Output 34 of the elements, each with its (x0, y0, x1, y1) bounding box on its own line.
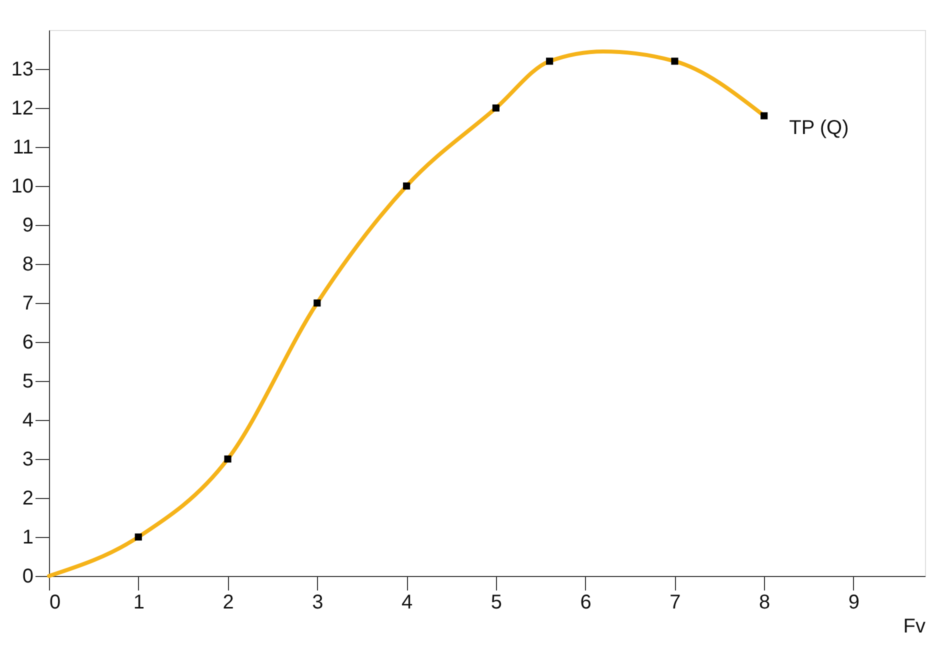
y-tick-label: 1 (22, 526, 34, 548)
y-tick-label: 12 (11, 98, 34, 120)
y-tick-label: 13 (11, 58, 34, 80)
point (671, 58, 678, 65)
y-tick-label: 10 (11, 176, 34, 198)
x-tick-label: 8 (759, 592, 770, 614)
x-axis-title: Fv (903, 616, 926, 638)
x-tick-label: 9 (848, 592, 860, 614)
point (403, 182, 410, 190)
y-tick-label: 0 (22, 566, 34, 588)
x-tick-label: 6 (580, 592, 592, 614)
point (760, 112, 768, 120)
point (492, 104, 500, 112)
y-tick-label: 3 (22, 448, 34, 470)
x-tick-label: 4 (401, 592, 413, 614)
x-tick-label: 0 (50, 592, 61, 614)
y-tick-label: 4 (22, 410, 34, 432)
x-tick-label: 5 (490, 592, 502, 614)
x-tick-label: 7 (670, 592, 681, 614)
x-tick-label: 1 (133, 592, 144, 614)
point (134, 533, 142, 541)
point (224, 455, 232, 463)
x-tick-label: 2 (222, 592, 234, 614)
y-tick-label: 5 (22, 370, 34, 392)
point (546, 58, 554, 65)
x-tick-label: 3 (312, 592, 324, 614)
y-tick-label: 9 (22, 214, 34, 236)
point (314, 299, 321, 307)
y-tick-label: 2 (22, 488, 34, 510)
y-tick-label: 7 (22, 292, 34, 314)
y-tick-label: 6 (22, 332, 34, 354)
annotation: TP (Q) (789, 116, 849, 139)
y-tick-label: 8 (22, 254, 34, 276)
y-tick-label: 11 (12, 136, 34, 158)
